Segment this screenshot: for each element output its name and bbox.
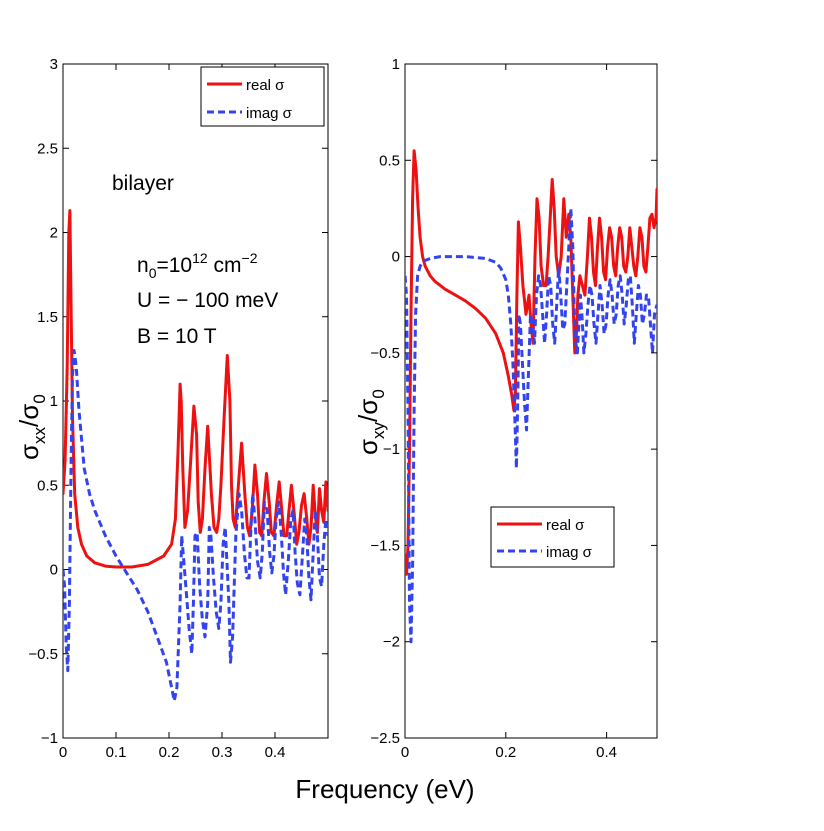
left-ytick-label: 2 bbox=[50, 225, 58, 242]
right-legend-real-label: real σ bbox=[546, 517, 585, 534]
left-legend-real-label: real σ bbox=[246, 77, 285, 94]
annotation-gap: U = − 100 meV bbox=[137, 289, 278, 312]
right-ylabel: σxy/σ0 bbox=[353, 389, 388, 455]
left-series-real-line bbox=[63, 209, 328, 569]
right-ytick-label: −2 bbox=[383, 634, 400, 651]
right-xtick-label: 0.2 bbox=[495, 744, 516, 761]
left-ytick-label: 0.5 bbox=[37, 477, 58, 494]
right-series-real-line bbox=[405, 149, 657, 576]
right-ytick-label: −1 bbox=[383, 441, 400, 458]
left-xtick-label: 0.2 bbox=[159, 744, 180, 761]
right-series bbox=[405, 149, 657, 644]
right-series-imag-line bbox=[405, 206, 657, 644]
right-ytick-label: −0.5 bbox=[370, 345, 400, 362]
left-ytick-label: 3 bbox=[50, 56, 58, 73]
right-legend-box bbox=[490, 506, 615, 568]
left-series-imag-line bbox=[63, 349, 328, 703]
left-ytick-label: 1 bbox=[50, 393, 58, 410]
left-series bbox=[63, 209, 328, 703]
left-ylabel: σxx/σ0 bbox=[14, 394, 49, 460]
right-legend-imag-label: imag σ bbox=[546, 544, 593, 561]
annotation-system: bilayer bbox=[112, 172, 174, 195]
right-ytick-label: 0.5 bbox=[379, 152, 400, 169]
left-xtick-label: 0 bbox=[59, 744, 67, 761]
left-axes-frame bbox=[62, 63, 329, 739]
right-ytick-label: −1.5 bbox=[370, 537, 400, 554]
right-ytick-label: −2.5 bbox=[370, 730, 400, 747]
annotation-field: B = 10 T bbox=[137, 325, 217, 348]
left-ytick-label: 1.5 bbox=[37, 309, 58, 326]
left-xtick-label: 0.1 bbox=[106, 744, 127, 761]
right-xtick-label: 0 bbox=[401, 744, 409, 761]
left-ytick-label: −1 bbox=[41, 730, 58, 747]
left-axis-ticks: 0 0.1 0.2 0.3 0.4 −1 −0.5 0 0.5 1 1.5 2 2.5 3 bbox=[28, 56, 328, 761]
right-legend: real σ imag σ bbox=[490, 506, 615, 568]
xlabel: Frequency (eV) bbox=[295, 774, 474, 804]
right-axes-frame bbox=[404, 63, 658, 739]
left-xtick-label: 0.4 bbox=[265, 744, 286, 761]
right-xtick-label: 0.4 bbox=[596, 744, 617, 761]
left-legend-imag-label: imag σ bbox=[246, 105, 293, 122]
left-legend-box bbox=[200, 66, 325, 127]
right-axis-ticks: 0 0.2 0.4 −2.5 −2 −1.5 −1 −0.5 0 0.5 1 bbox=[370, 56, 657, 761]
left-ytick-label: 0 bbox=[50, 562, 58, 579]
left-xtick-label: 0.3 bbox=[212, 744, 233, 761]
left-ytick-label: −0.5 bbox=[28, 646, 58, 663]
right-ytick-label: 1 bbox=[392, 56, 400, 73]
left-legend: real σ imag σ bbox=[200, 66, 325, 127]
left-plot-area bbox=[63, 209, 328, 703]
left-ytick-label: 2.5 bbox=[37, 140, 58, 157]
right-ytick-label: 0 bbox=[392, 249, 400, 266]
annotation-density: n0=1012 cm−2 bbox=[137, 250, 258, 281]
